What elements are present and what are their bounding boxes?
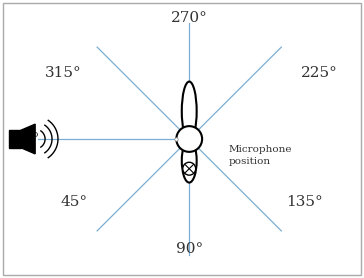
Text: 225°: 225° — [301, 66, 338, 80]
Text: 135°: 135° — [286, 195, 323, 209]
Text: 270°: 270° — [171, 11, 207, 25]
Text: 315°: 315° — [44, 66, 81, 80]
Ellipse shape — [182, 139, 197, 183]
Text: 90°: 90° — [175, 242, 203, 256]
Ellipse shape — [176, 126, 202, 152]
Ellipse shape — [182, 81, 197, 141]
Text: 0°: 0° — [21, 132, 39, 146]
Text: 45°: 45° — [60, 195, 87, 209]
Text: Microphone
position: Microphone position — [229, 145, 292, 166]
Polygon shape — [21, 124, 35, 154]
Polygon shape — [9, 130, 21, 148]
Ellipse shape — [183, 162, 196, 175]
